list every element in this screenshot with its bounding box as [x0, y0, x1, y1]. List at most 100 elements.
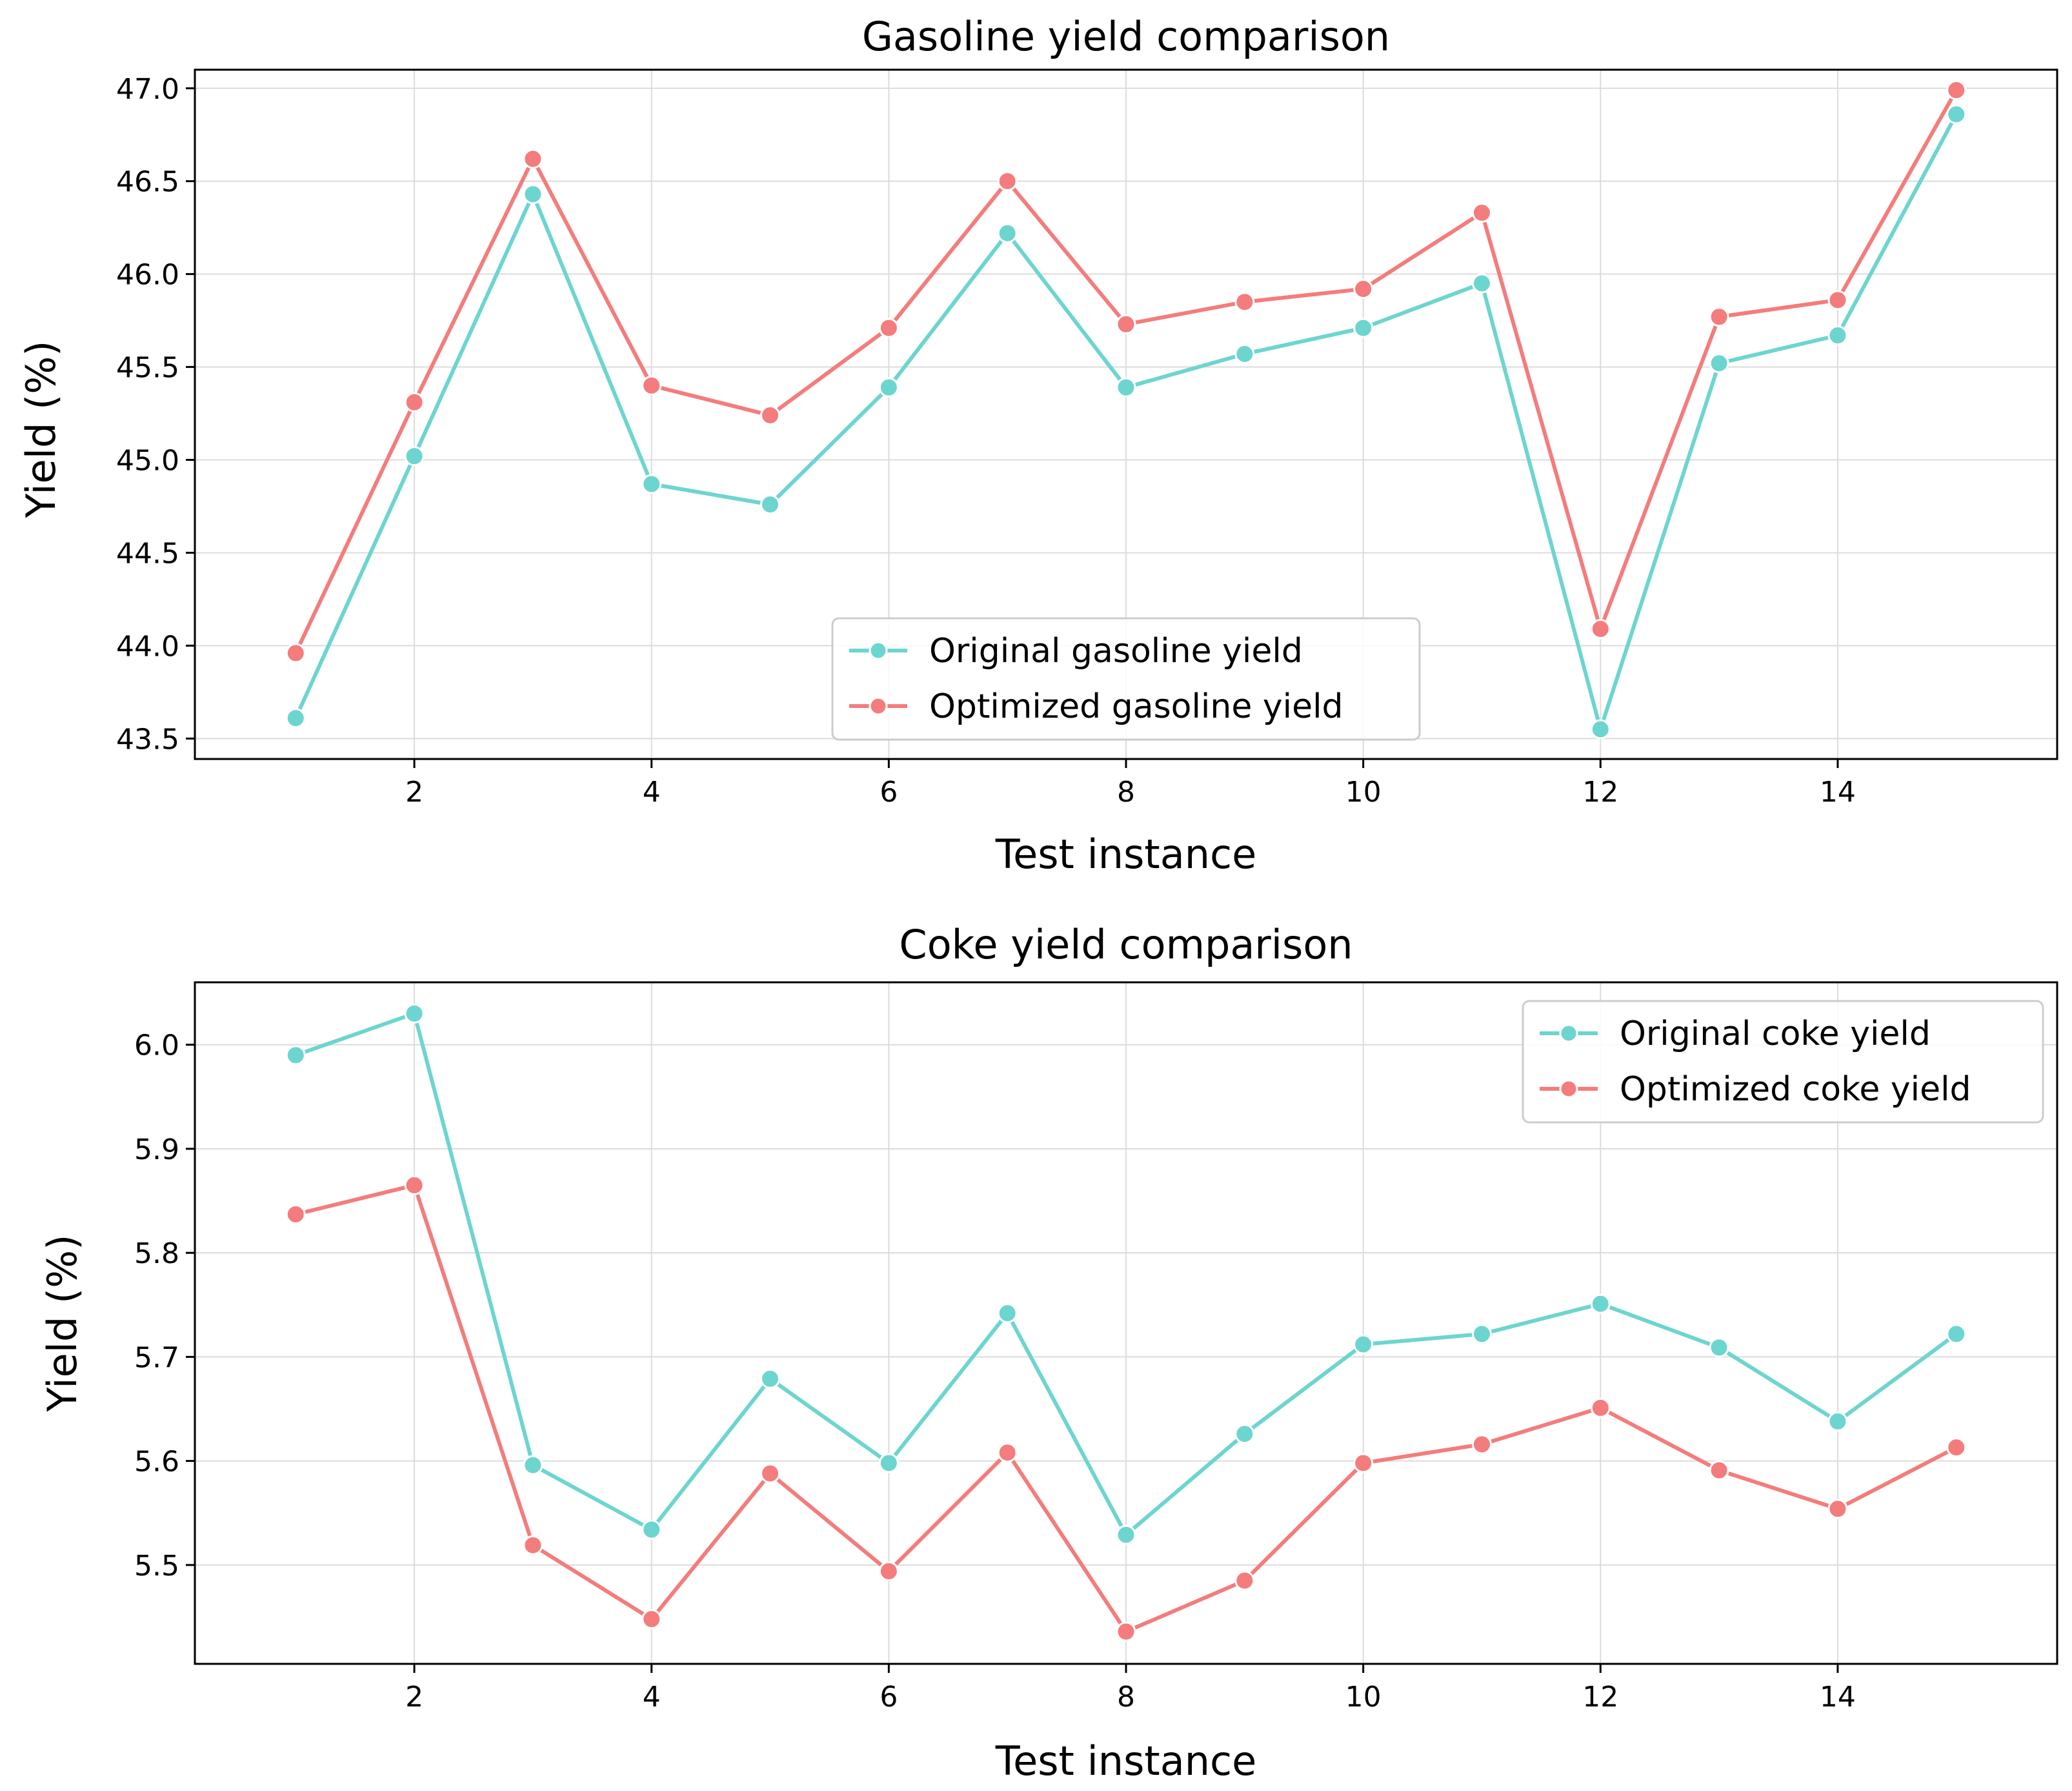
data-point	[1827, 325, 1848, 346]
x-tick-label: 12	[1582, 776, 1618, 809]
gasoline-yield-chart: Gasoline yield comparison Test instance …	[17, 13, 2058, 878]
data-point	[1946, 1437, 1967, 1458]
legend-label: Optimized gasoline yield	[929, 687, 1343, 726]
y-axis-label: Yield (%)	[17, 341, 65, 519]
data-point	[1471, 1434, 1492, 1455]
x-axis-label: Test instance	[995, 1737, 1256, 1785]
data-point	[1590, 1397, 1611, 1418]
data-point	[285, 643, 306, 663]
series-1	[285, 1175, 1967, 1642]
y-tick-label: 5.8	[134, 1237, 179, 1270]
series-0	[285, 104, 1967, 740]
data-point	[1590, 1293, 1611, 1314]
coke-yield-chart: Coke yield comparison Test instance Yiel…	[39, 921, 2058, 1785]
legend-box	[831, 617, 1421, 741]
series-1	[285, 80, 1967, 663]
data-point	[523, 184, 543, 205]
y-tick-label: 44.5	[116, 537, 179, 570]
x-tick-label: 2	[405, 1681, 423, 1714]
data-point	[997, 1303, 1018, 1324]
data-point	[1116, 377, 1136, 398]
data-point	[1116, 314, 1136, 334]
data-point	[997, 223, 1018, 243]
plot-frame	[194, 68, 2058, 760]
data-point	[760, 494, 781, 515]
data-point	[1471, 273, 1492, 294]
data-point	[760, 1463, 781, 1484]
y-tick-label: 45.0	[116, 445, 179, 478]
x-tick-label: 12	[1582, 1681, 1618, 1714]
data-point	[404, 446, 425, 467]
x-tick-label: 4	[643, 776, 661, 809]
x-tick-label: 6	[880, 776, 898, 809]
series-0	[285, 1003, 1967, 1545]
data-point	[1353, 1453, 1374, 1473]
data-point	[641, 1519, 662, 1540]
data-point	[1709, 1460, 1729, 1481]
data-point	[1590, 719, 1611, 740]
data-point	[1353, 279, 1374, 299]
data-point	[285, 708, 306, 729]
grid	[195, 70, 2057, 759]
x-axis-label: Test instance	[995, 831, 1256, 878]
data-point	[1946, 1324, 1967, 1344]
data-point	[878, 1453, 899, 1473]
data-point	[641, 1609, 662, 1630]
data-point	[523, 1455, 543, 1475]
x-tick-label: 14	[1820, 776, 1856, 809]
data-point	[523, 148, 543, 169]
y-tick-label: 5.9	[134, 1133, 179, 1166]
y-tick-label: 44.0	[116, 630, 179, 663]
data-point	[1709, 307, 1729, 327]
data-point	[404, 1175, 425, 1195]
data-point	[1353, 1334, 1374, 1355]
data-point	[404, 392, 425, 412]
chart-title: Gasoline yield comparison	[862, 13, 1390, 60]
y-tick-label: 6.0	[134, 1029, 179, 1062]
data-point	[878, 377, 899, 398]
data-point	[285, 1045, 306, 1066]
legend-label: Optimized coke yield	[1620, 1070, 1971, 1109]
y-tick-label: 45.5	[116, 352, 179, 385]
data-point	[1827, 1411, 1848, 1432]
data-point	[1234, 1424, 1255, 1444]
data-point	[1116, 1524, 1136, 1545]
legend: Original gasoline yield Optimized gasolin…	[831, 617, 1421, 741]
data-point	[1234, 292, 1255, 312]
data-point	[523, 1535, 543, 1555]
data-point	[1471, 203, 1492, 223]
y-tick-label: 46.5	[116, 166, 179, 199]
data-point	[997, 171, 1018, 192]
legend-label: Original coke yield	[1620, 1015, 1931, 1053]
data-point	[760, 1368, 781, 1389]
legend-swatch-marker	[869, 696, 888, 716]
data-point	[1471, 1324, 1492, 1344]
data-point	[1234, 343, 1255, 364]
y-tick-label: 5.6	[134, 1446, 179, 1479]
y-tick-label: 5.7	[134, 1341, 179, 1374]
x-tick-label: 2	[405, 776, 423, 809]
data-point	[1827, 1499, 1848, 1519]
x-tick-label: 10	[1345, 776, 1382, 809]
legend-swatch-marker	[1559, 1024, 1578, 1043]
legend-box	[1522, 1000, 2044, 1124]
data-point	[1353, 318, 1374, 338]
x-tick-label: 6	[880, 1681, 898, 1714]
data-point	[1946, 80, 1967, 101]
chart-title: Coke yield comparison	[899, 921, 1353, 968]
data-point	[1116, 1621, 1136, 1642]
legend-swatch-marker	[1559, 1079, 1578, 1098]
data-point	[997, 1442, 1018, 1463]
data-point	[404, 1003, 425, 1024]
legend-label: Original gasoline yield	[929, 632, 1303, 671]
data-point	[1827, 290, 1848, 310]
legend: Original coke yield Optimized coke yield	[1522, 1000, 2044, 1124]
legend-swatch-marker	[869, 641, 888, 660]
data-point	[760, 405, 781, 425]
plot-frame	[194, 981, 2058, 1665]
y-tick-label: 5.5	[134, 1550, 179, 1583]
data-point	[1709, 1337, 1729, 1358]
data-point	[1590, 618, 1611, 639]
x-tick-label: 8	[1117, 1681, 1135, 1714]
